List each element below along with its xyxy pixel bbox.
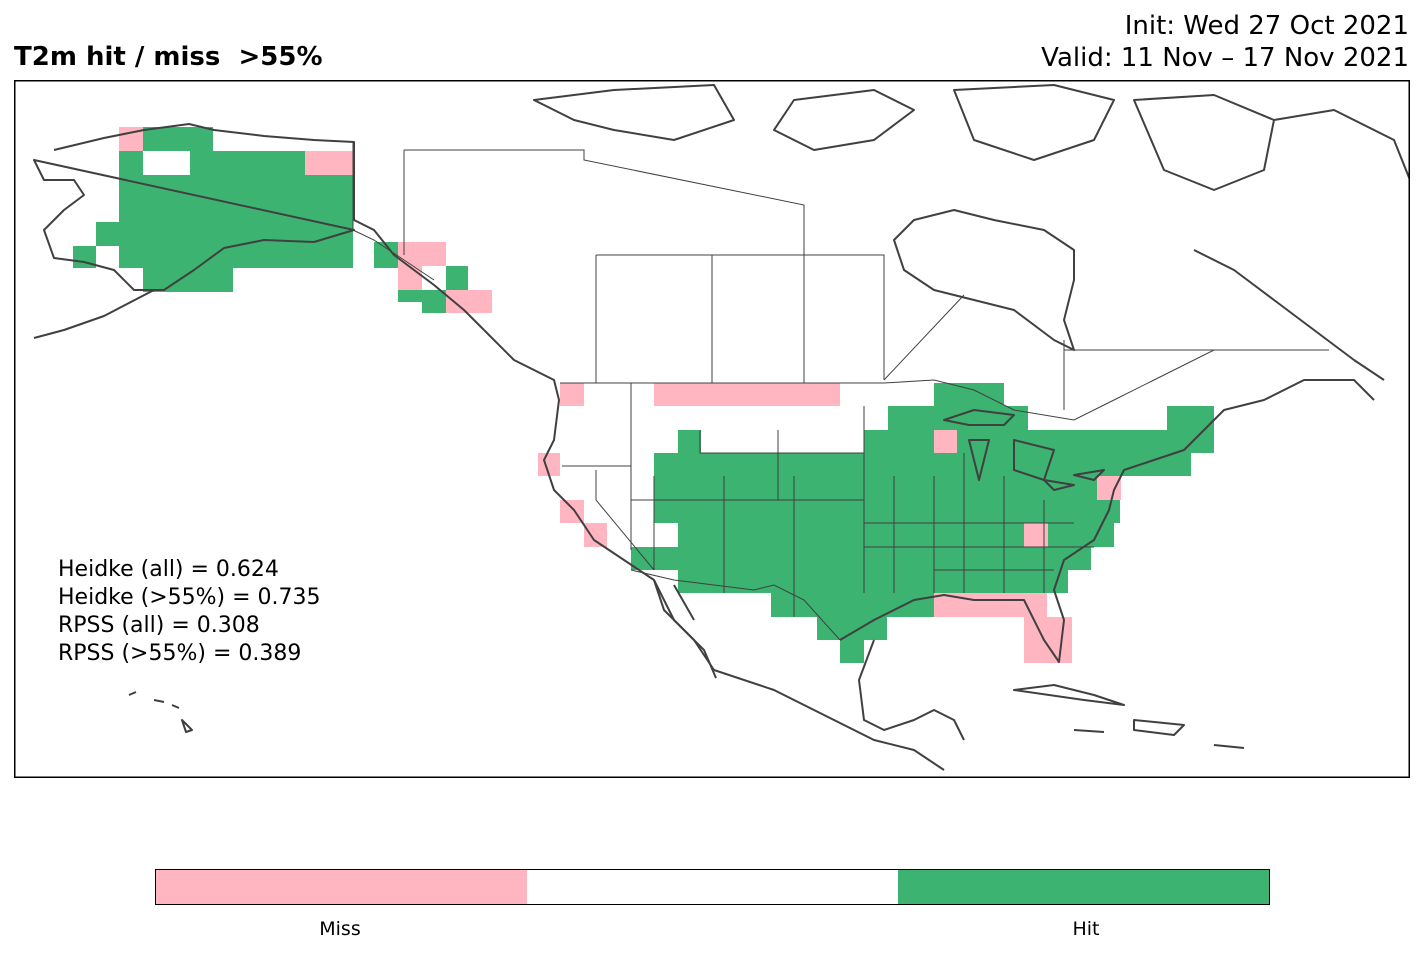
- miss-cell: [560, 383, 584, 406]
- mexico-coast: [713, 639, 965, 771]
- init-date: Init: Wed 27 Oct 2021: [1124, 11, 1409, 41]
- miss-cell: [934, 430, 957, 453]
- skill-scores: Heidke (all) = 0.624 Heidke (>55%) = 0.7…: [58, 556, 321, 668]
- date-info: Init: Wed 27 Oct 2021 Valid: 11 Nov – 17…: [1041, 10, 1409, 74]
- hit-cell: [1097, 476, 1121, 500]
- hudson-bay-coast: [893, 209, 1075, 351]
- state-borders: [562, 383, 1094, 617]
- rpss-55: RPSS (>55%) = 0.389: [58, 641, 302, 666]
- arctic-islands: [533, 84, 1410, 191]
- coastlines: [33, 84, 1410, 771]
- hawaii-islands: [128, 691, 193, 733]
- hit-cell: [422, 290, 446, 313]
- colorbar-miss-segment: [156, 870, 527, 904]
- aleutian-coast: [33, 289, 155, 339]
- colorbar-miss-label: Miss: [319, 918, 361, 940]
- great-lakes: [943, 409, 1105, 491]
- miss-cell: [398, 242, 446, 266]
- map-canvas: [14, 80, 1410, 778]
- heidke-55: Heidke (>55%) = 0.735: [58, 585, 321, 610]
- miss-cell: [398, 266, 422, 290]
- hit-cell: [119, 246, 353, 268]
- colorbar-neutral-segment: [527, 870, 898, 904]
- baja-coast: [653, 579, 717, 679]
- map-panel: [14, 80, 1410, 778]
- heidke-all: Heidke (all) = 0.624: [58, 557, 279, 582]
- us-mexico-border: [630, 569, 841, 641]
- gulf-coast: [839, 379, 1375, 663]
- miss-cell: [305, 151, 353, 175]
- hit-cell: [398, 290, 422, 302]
- grid-cells: [73, 127, 1214, 663]
- hit-cell: [190, 151, 305, 175]
- miss-cell: [446, 290, 492, 313]
- caribbean-islands: [1013, 684, 1245, 749]
- alaska-coast: [33, 123, 485, 331]
- hit-cell: [1167, 406, 1214, 430]
- colorbar-hit-label: Hit: [1072, 918, 1100, 940]
- colorbar-hit-segment: [898, 870, 1269, 904]
- hit-cell: [840, 640, 864, 663]
- valid-date: Valid: 11 Nov – 17 Nov 2021: [1041, 43, 1409, 73]
- rpss-all: RPSS (all) = 0.308: [58, 613, 260, 638]
- colorbar: [155, 869, 1270, 905]
- borders: [352, 142, 1329, 641]
- alaska-border: [352, 142, 435, 281]
- hit-cell: [678, 570, 1068, 593]
- hit-cell: [143, 127, 213, 151]
- labrador-coast: [1193, 249, 1385, 381]
- hit-cell: [817, 617, 887, 640]
- map-title: T2m hit / miss >55%: [14, 42, 323, 72]
- hit-cell: [678, 523, 1114, 547]
- hit-cell: [771, 593, 934, 617]
- province-borders: [403, 149, 1329, 410]
- hit-cell: [654, 453, 1191, 476]
- map-border: [14, 80, 1410, 778]
- hit-cell: [864, 430, 1214, 453]
- miss-cell: [538, 453, 560, 476]
- hit-cell: [119, 175, 353, 222]
- pacific-coast: [483, 329, 715, 671]
- miss-cell: [654, 383, 840, 406]
- hit-cell: [143, 268, 233, 292]
- miss-cell: [584, 523, 607, 547]
- hit-cell: [119, 151, 143, 175]
- hit-cell: [631, 547, 1091, 570]
- hit-cell: [888, 406, 1028, 430]
- hit-cell: [678, 430, 701, 453]
- hit-cell: [654, 476, 1097, 500]
- miss-cell: [1024, 617, 1072, 663]
- hit-cell: [446, 266, 468, 290]
- hit-cell: [73, 246, 96, 268]
- hit-cell: [934, 383, 1004, 406]
